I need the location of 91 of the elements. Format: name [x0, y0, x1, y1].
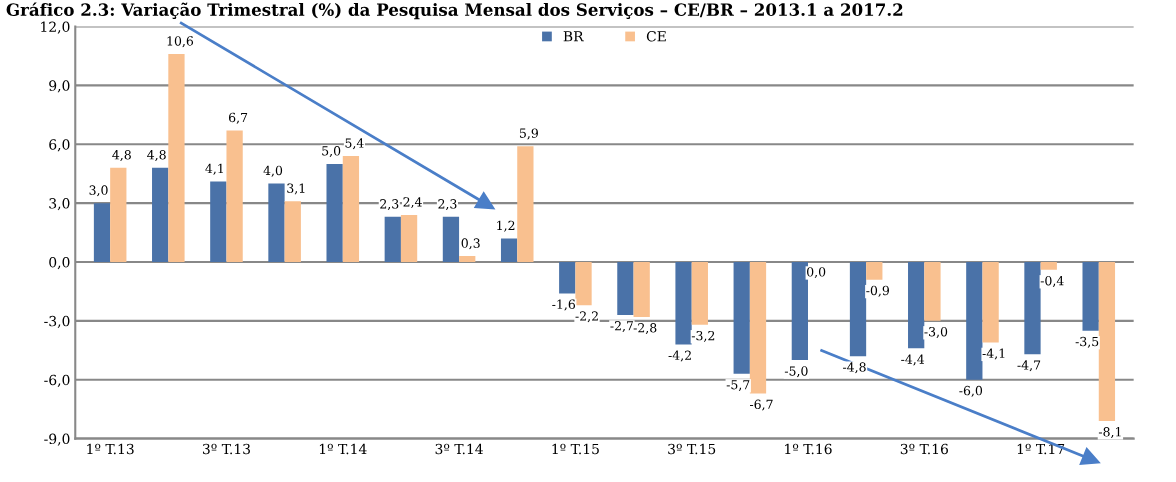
- data-label: 4,1: [205, 163, 223, 175]
- bar: [210, 181, 227, 262]
- x-tick-label: 1º T.16: [785, 443, 832, 455]
- bar: [559, 262, 576, 294]
- data-label: -4,1: [982, 348, 1005, 360]
- bar: [517, 146, 534, 262]
- bar: [326, 163, 343, 262]
- bar: [966, 262, 983, 380]
- bar: [1082, 262, 1099, 331]
- y-tick-label: 6,0: [49, 139, 70, 152]
- data-label: -3,0: [924, 326, 948, 338]
- bar: [749, 262, 767, 394]
- bar: [1098, 262, 1116, 421]
- data-label: -4,8: [843, 362, 866, 374]
- bar: [93, 203, 111, 262]
- data-label: 2,4: [403, 197, 422, 209]
- data-label: 5,9: [519, 128, 538, 140]
- bar: [866, 262, 883, 280]
- data-label: 0,0: [807, 267, 826, 279]
- data-label: 3,0: [89, 185, 108, 197]
- bar: [691, 262, 708, 325]
- data-label: 4,8: [112, 150, 131, 162]
- data-label: -6,0: [959, 385, 983, 397]
- data-label: -2,2: [575, 311, 598, 323]
- bar: [617, 262, 634, 315]
- bar: [268, 183, 285, 262]
- y-tick-label: -3,0: [44, 315, 70, 329]
- data-label: -0,4: [1040, 275, 1064, 287]
- bar: [733, 262, 750, 374]
- x-tick-label: 3º T.13: [202, 443, 250, 455]
- data-label: 4,0: [263, 165, 283, 177]
- bar: [152, 167, 169, 262]
- bar: [675, 262, 692, 345]
- data-label: 6,7: [228, 112, 248, 124]
- bar: [500, 238, 518, 262]
- bar: [791, 262, 808, 361]
- bar: [442, 216, 460, 262]
- y-tick-label: -9,0: [44, 433, 70, 446]
- data-label: -8,1: [1098, 427, 1121, 439]
- bar: [459, 256, 476, 262]
- x-tick-label: 3º T.16: [900, 443, 948, 455]
- bar: [110, 167, 127, 262]
- data-label: -4,7: [1017, 360, 1041, 372]
- x-tick-label: 1º T.13: [87, 443, 134, 455]
- data-label: 3,1: [287, 183, 305, 195]
- data-label: 5,4: [345, 138, 364, 150]
- data-label: -4,4: [901, 354, 925, 366]
- x-tick-label: 1º T.15: [552, 443, 599, 455]
- y-tick-label: 9,0: [49, 80, 70, 93]
- bar: [384, 216, 401, 262]
- data-label: 2,3: [438, 199, 457, 211]
- chart-title: Gráfico 2.3: Variação Trimestral (%) da Pesquisa Mensal dos Serviços – CE/BR – 2013.1 a 2017.2: [6, 2, 903, 20]
- data-label: -6,7: [749, 399, 773, 411]
- legend-label: CE: [646, 31, 666, 42]
- y-tick-label: 0,0: [49, 256, 70, 270]
- data-label: -1,6: [552, 299, 576, 311]
- data-label: 5,0: [322, 146, 341, 158]
- y-tick-label: 3,0: [49, 198, 70, 211]
- bar: [168, 53, 185, 262]
- bar: [908, 262, 925, 349]
- data-label: 2,3: [380, 199, 399, 211]
- bar: [400, 214, 418, 262]
- data-label: 4,8: [147, 150, 166, 162]
- data-label: -4,2: [668, 350, 691, 362]
- bar: [284, 201, 301, 262]
- data-label: -3,5: [1075, 336, 1099, 348]
- data-label: -2,7: [610, 321, 634, 333]
- x-tick-label: 1º T.14: [319, 443, 367, 455]
- data-label: -0,9: [866, 285, 889, 297]
- bar: [633, 262, 650, 317]
- data-label: 1,2: [497, 220, 515, 232]
- data-label: 10,6: [167, 36, 194, 48]
- bar: [924, 262, 941, 321]
- data-label: -5,7: [726, 380, 750, 391]
- x-tick-label: 1º T.17: [1017, 443, 1065, 455]
- x-tick-label: 3º T.15: [668, 443, 716, 455]
- bar: [226, 130, 243, 262]
- legend-label: BR: [563, 31, 584, 42]
- bar: [1024, 262, 1041, 355]
- data-label: -3,2: [691, 330, 715, 342]
- y-tick-label: 12,0: [41, 21, 70, 34]
- data-label: -2,8: [633, 323, 657, 335]
- y-tick-label: -6,0: [44, 374, 70, 387]
- bar: [575, 262, 592, 306]
- bar: [982, 262, 999, 343]
- bar: [849, 262, 867, 357]
- bar: [1040, 262, 1057, 270]
- x-tick-label: 3º T.14: [435, 443, 483, 455]
- bar: [342, 156, 360, 262]
- data-label: -5,0: [784, 366, 808, 378]
- data-label: 0,3: [461, 238, 480, 250]
